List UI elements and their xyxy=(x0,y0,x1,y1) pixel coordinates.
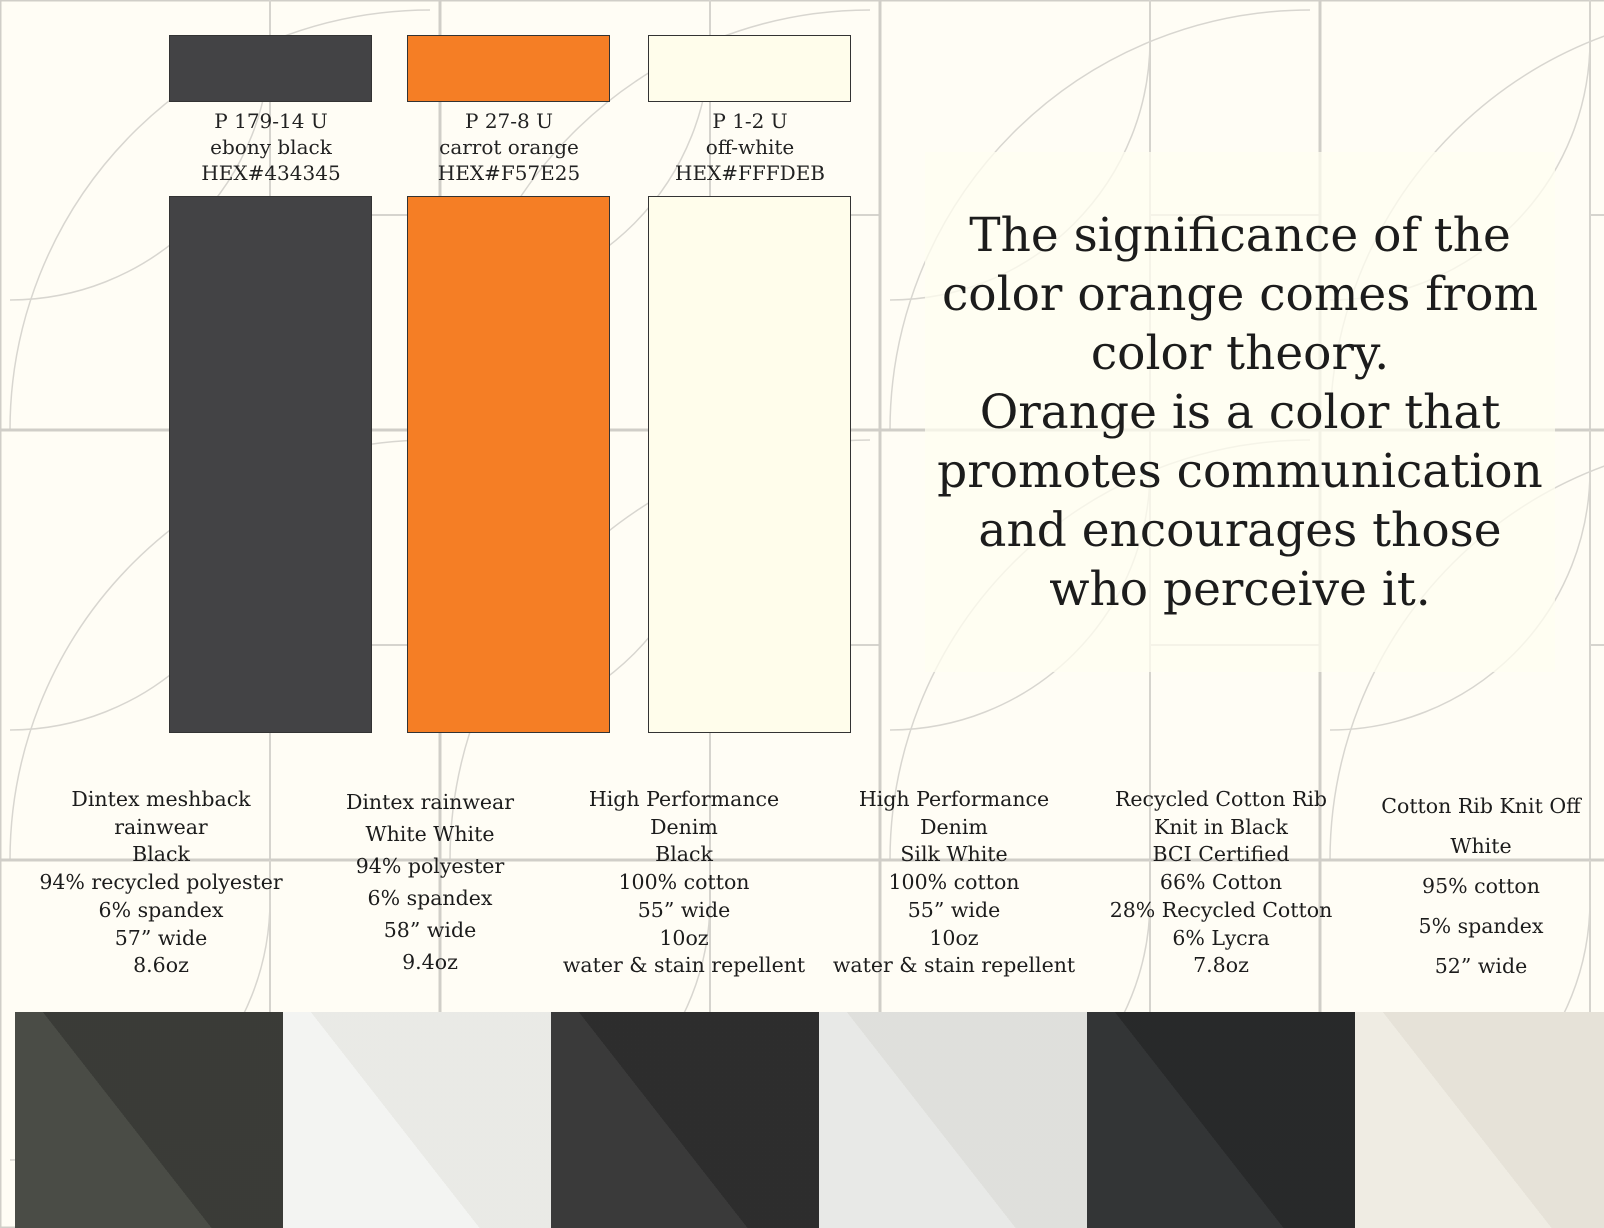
fabric-spec-line: 10oz xyxy=(659,925,709,950)
fabric-spec-line: 8.6oz xyxy=(133,953,189,978)
fabric-spec-line: 100% cotton xyxy=(888,870,1020,895)
fabric-spec-line: 9.4oz xyxy=(402,950,458,974)
quote-line: who perceive it. xyxy=(1049,562,1431,617)
color-name: off-white xyxy=(705,135,795,159)
fabric-spec-line: White xyxy=(1450,834,1512,858)
swatch-large-1 xyxy=(407,196,610,733)
fabric-photo xyxy=(551,1012,819,1228)
fabric-spec-line: 100% cotton xyxy=(618,870,750,895)
hex-label: HEX#434345 xyxy=(201,161,341,185)
fabric-spec-line: rainwear xyxy=(114,814,208,839)
fabric-spec-line: High Performance xyxy=(588,787,780,811)
fabric-spec-line: Cotton Rib Knit Off xyxy=(1381,794,1581,818)
fabric-spec-line: 95% cotton xyxy=(1422,874,1540,898)
swatch-large-0 xyxy=(169,196,372,733)
fabric-description: Cotton Rib Knit Off White 95% cotton 5% spa… xyxy=(1351,786,1604,986)
swatch-small-1 xyxy=(407,35,610,102)
fabric-spec-line: 55” wide xyxy=(907,897,1001,922)
fabric-spec-line: 6% Lycra xyxy=(1172,925,1270,950)
fabric-spec-line: Denim xyxy=(650,814,718,839)
quote-line: promotes communication xyxy=(937,444,1543,499)
fabric-spec-line: Dintex meshback xyxy=(71,787,251,811)
hex-label: HEX#FFFDEB xyxy=(675,161,825,185)
fabric-spec-line: 10oz xyxy=(929,925,979,950)
fabric-spec-line: High Performance xyxy=(858,787,1050,811)
fabric-spec-line: water & stain repellent xyxy=(562,953,806,978)
fabric-spec-line: 94% recycled polyester xyxy=(39,870,283,895)
swatch-small-0 xyxy=(169,35,372,102)
swatch-caption: P 27-8 U carrot orange HEX#F57E25 xyxy=(389,108,629,186)
quote-line: The significance of the xyxy=(969,208,1511,263)
pantone-code: P 179-14 U xyxy=(214,109,328,133)
fabric-description: High Performance Denim Black 100% cotton 55”… xyxy=(554,786,814,980)
fabric-photo xyxy=(283,1012,551,1228)
fabric-photo xyxy=(15,1012,283,1228)
fabric-spec-line: 6% spandex xyxy=(98,897,224,922)
fabric-description: Recycled Cotton Rib Knit in Black BCI Cert… xyxy=(1091,786,1351,980)
fabric-photo xyxy=(1087,1012,1355,1228)
quote-line: color orange comes from xyxy=(941,267,1539,322)
quote-line: color theory. xyxy=(1090,326,1390,381)
hex-label: HEX#F57E25 xyxy=(437,161,581,185)
fabric-spec-line: Black xyxy=(132,842,190,867)
fabric-spec-line: Silk White xyxy=(900,842,1008,867)
pantone-code: P 27-8 U xyxy=(465,109,553,133)
fabric-photo xyxy=(1355,1012,1604,1228)
fabric-spec-line: Black xyxy=(655,842,713,867)
fabric-spec-line: 6% spandex xyxy=(367,886,493,910)
fabric-spec-line: 55” wide xyxy=(637,897,731,922)
swatch-caption: P 1-2 U off-white HEX#FFFDEB xyxy=(630,108,870,186)
pantone-code: P 1-2 U xyxy=(712,109,788,133)
fabric-description: Dintex rainwear White White 94% polyester 6… xyxy=(300,786,560,978)
swatch-large-2 xyxy=(648,196,851,733)
fabric-spec-line: 94% polyester xyxy=(355,854,505,878)
quote-line: Orange is a color that xyxy=(979,385,1501,440)
fabric-spec-line: Knit in Black xyxy=(1154,814,1288,839)
fabric-description: High Performance Denim Silk White 100% cott… xyxy=(824,786,1084,980)
orange-significance-text: The significance of the color orange come… xyxy=(925,152,1555,672)
fabric-photo xyxy=(819,1012,1087,1228)
fabric-spec-line: BCI Certified xyxy=(1152,842,1290,867)
fabric-spec-line: Denim xyxy=(920,814,988,839)
fabric-spec-line: 66% Cotton xyxy=(1159,870,1283,895)
fabric-spec-line: Recycled Cotton Rib xyxy=(1114,787,1328,811)
fabric-spec-line: 52” wide xyxy=(1434,954,1528,978)
fabric-description: Dintex meshback rainwear Black 94% recycled… xyxy=(31,786,291,980)
fabric-spec-line: water & stain repellent xyxy=(832,953,1076,978)
swatch-small-2 xyxy=(648,35,851,102)
color-name: carrot orange xyxy=(439,135,579,159)
fabric-spec-line: 57” wide xyxy=(114,925,208,950)
fabric-spec-line: 7.8oz xyxy=(1193,953,1249,978)
quote-line: and encourages those xyxy=(978,503,1502,558)
fabric-spec-line: White White xyxy=(365,822,495,846)
fabric-spec-line: 28% Recycled Cotton xyxy=(1109,897,1333,922)
fabric-spec-line: 5% spandex xyxy=(1418,914,1544,938)
fabric-spec-line: 58” wide xyxy=(383,918,477,942)
swatch-caption: P 179-14 U ebony black HEX#434345 xyxy=(151,108,391,186)
color-name: ebony black xyxy=(210,135,332,159)
fabric-spec-line: Dintex rainwear xyxy=(345,790,515,814)
